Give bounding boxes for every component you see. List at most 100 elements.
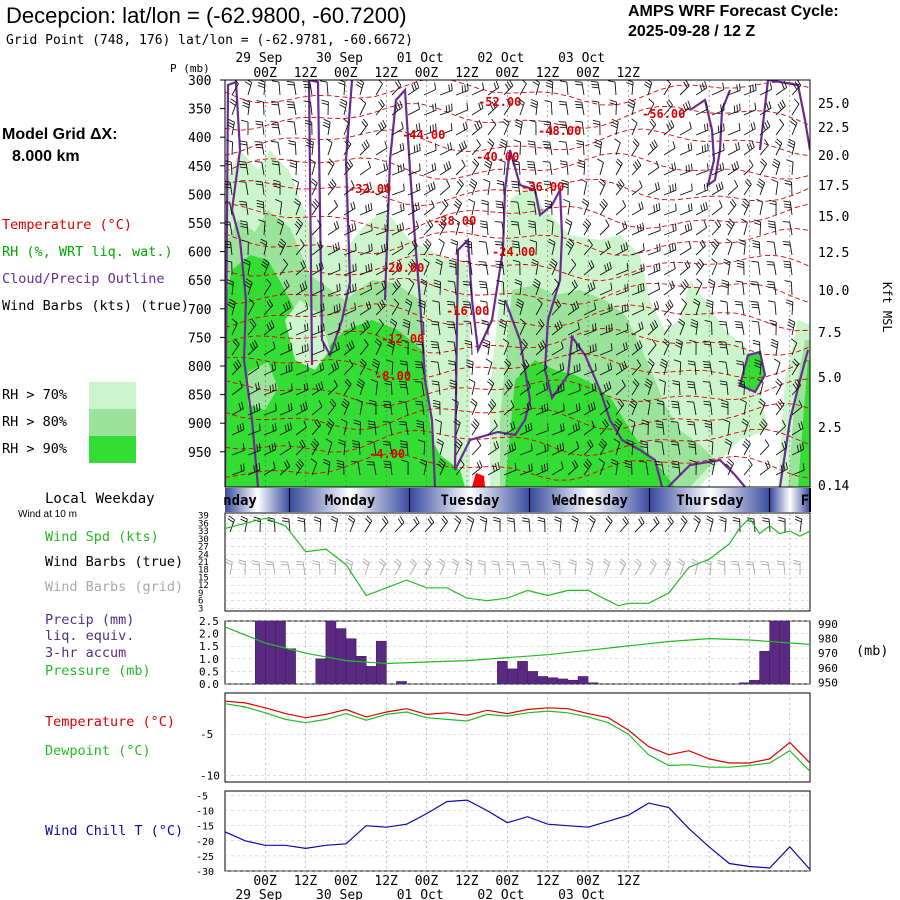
wind-barb-flag (711, 258, 718, 264)
legend-rh90-label: RH > 90% (2, 441, 68, 457)
wind-barb (487, 124, 497, 136)
wind-barb-flag (415, 403, 423, 406)
wind-barb-flag (556, 444, 560, 453)
wind-barb-flag (419, 163, 421, 171)
wind-barb-flag (416, 319, 424, 323)
wind-barb-flag (659, 223, 661, 231)
wind-barb-flag (760, 421, 766, 427)
wind-barb (757, 302, 761, 316)
wind-barb-flag (719, 519, 727, 523)
wind-barb-flag (632, 140, 638, 147)
wind-barb-flag (608, 304, 610, 312)
wind-barb-flag (671, 243, 674, 251)
wind-barb-flag (622, 199, 627, 207)
temperature-panel-frame (224, 692, 811, 783)
wind-chill-tick-label: -5 (196, 792, 208, 803)
wind-barb (503, 469, 517, 476)
wind-barb (519, 470, 533, 476)
wind-barb-flag (464, 245, 472, 249)
precip-tick-label: 0.5 (199, 665, 219, 678)
wind-barb-flag (762, 418, 768, 425)
wind-barb (647, 325, 658, 336)
wind-barb-flag (640, 264, 642, 272)
forecast-cycle-value: 2025-09-28 / 12 Z (628, 23, 756, 40)
wind-barb-flag (240, 515, 248, 520)
wind-barb (263, 389, 277, 396)
wind-barb (743, 89, 757, 96)
wind-barb-flag (752, 342, 760, 346)
wind-barb-flag (654, 319, 659, 327)
wind-barb-flag (794, 81, 800, 88)
wind-barb-flag (323, 458, 331, 463)
wind-barb (503, 162, 506, 176)
wind-barb-flag (307, 343, 309, 351)
wind-barb (791, 449, 804, 456)
wind-barb-flag (322, 461, 330, 466)
wind-barb-flag (692, 301, 700, 306)
wind-barb-flag (315, 384, 319, 392)
wind-barb-flag (355, 83, 363, 89)
wind-barb-flag (616, 418, 623, 424)
wind-barb-flag (479, 460, 483, 468)
wind-barb-flag (722, 162, 725, 170)
wind-barb-flag (704, 562, 712, 566)
wind-barb-flag (613, 438, 621, 443)
wind-barb-flag (736, 265, 744, 269)
wind-barb (615, 367, 627, 376)
wind-barb (487, 342, 491, 356)
wind-barb-flag (266, 560, 274, 563)
wind-barb (454, 362, 457, 376)
wind-barb (469, 562, 473, 576)
wind-barb (311, 462, 318, 476)
precip-bar (749, 679, 760, 684)
wind-barb-flag (627, 283, 629, 291)
wind-barb (391, 149, 405, 156)
wind-barb-flag (383, 163, 386, 171)
wind-barb-flag (453, 203, 460, 209)
wind-barb-flag (733, 162, 737, 170)
wind-barb-flag (542, 161, 550, 163)
wind-barb (567, 409, 581, 416)
wind-barb (574, 519, 579, 533)
wind-barb (519, 408, 532, 416)
wind-barb-flag (790, 338, 798, 344)
wind-barb (470, 241, 473, 256)
wind-barb (551, 242, 556, 256)
wind-barb-flag (776, 378, 783, 384)
wind-barb-flag (671, 463, 679, 466)
wind-barb-flag (429, 125, 432, 133)
wind-barb-flag (437, 463, 444, 469)
wind-barb-flag (227, 518, 234, 523)
wind-barb-flag (280, 561, 288, 563)
wind-barb (599, 162, 604, 176)
wind-barb (727, 185, 738, 196)
wind-barb (599, 349, 613, 356)
top-time-label: 00Z (253, 66, 277, 81)
wind-barb-flag (560, 163, 568, 166)
wind-barb (407, 150, 421, 156)
wind-barb-flag (784, 206, 792, 209)
wind-barb (567, 222, 573, 236)
wind-barb-flag (378, 318, 384, 325)
wind-barb-flag (368, 244, 370, 252)
precip-bar (587, 682, 599, 684)
wind-barb-flag (669, 299, 674, 306)
wind-barb (663, 189, 677, 196)
wind-barb-flag (576, 364, 578, 372)
wind-barb-flag (537, 519, 545, 523)
wind-barb-flag (561, 185, 569, 189)
wind-barb (519, 302, 524, 316)
wind-barb-flag (399, 380, 407, 383)
wind-barb-flag (461, 159, 466, 167)
wind-barb-flag (647, 360, 654, 367)
wind-barb-flag (567, 240, 573, 247)
wind-barb-flag (715, 184, 719, 192)
precip-bar (537, 676, 549, 684)
wind-barb-flag (289, 165, 297, 169)
wind-barb (263, 429, 277, 436)
temperature-contour-label: -32.00 (348, 182, 391, 196)
wind-barb-flag (479, 300, 487, 303)
wind-barb-flag (439, 220, 446, 227)
wind-barb-flag (674, 242, 677, 250)
wind-barb-flag (458, 178, 464, 185)
